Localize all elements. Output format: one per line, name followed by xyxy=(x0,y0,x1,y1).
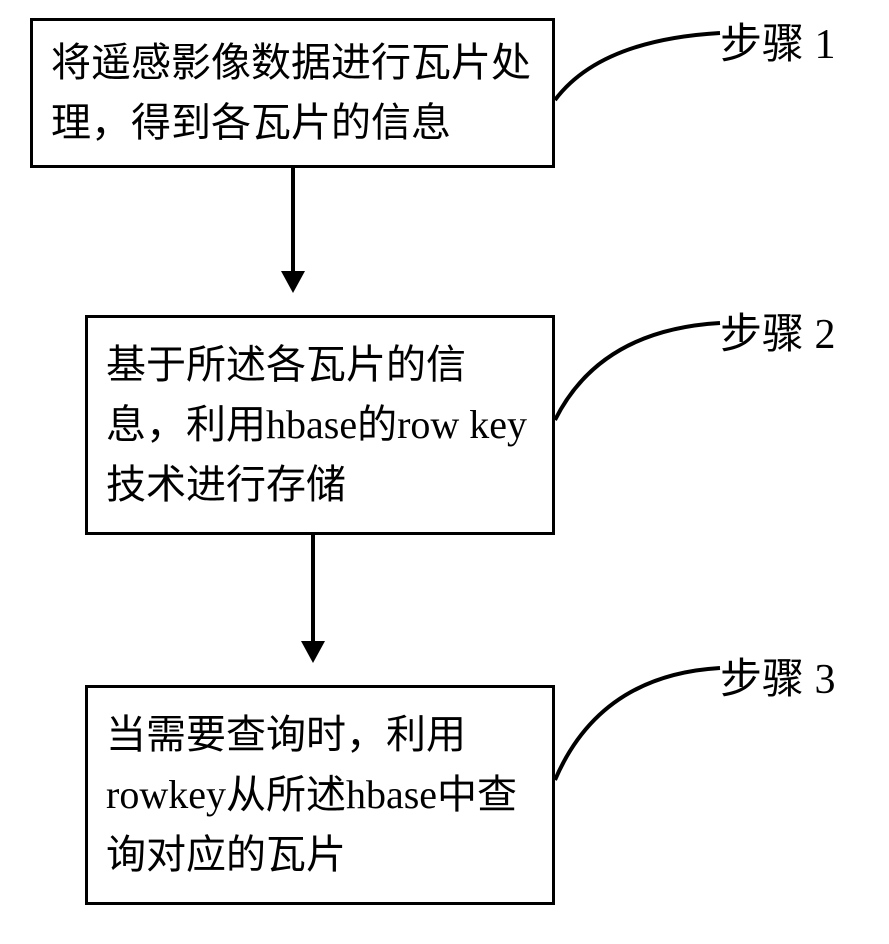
step-2-text: 基于所述各瓦片的信息，利用hbase的row key技术进行存储 xyxy=(106,335,534,515)
arrow-1-line xyxy=(291,168,295,271)
connector-path-1 xyxy=(555,33,720,100)
step-2-label: 步骤 2 xyxy=(720,300,836,361)
step-3-text: 当需要查询时，利用rowkey从所述hbase中查询对应的瓦片 xyxy=(106,705,534,885)
flowchart-step-1: 将遥感影像数据进行瓦片处理，得到各瓦片的信息 xyxy=(30,18,555,168)
arrow-1-head xyxy=(281,271,305,293)
arrow-2-line xyxy=(311,535,315,641)
flowchart-step-2: 基于所述各瓦片的信息，利用hbase的row key技术进行存储 xyxy=(85,315,555,535)
step-1-text: 将遥感影像数据进行瓦片处理，得到各瓦片的信息 xyxy=(51,33,534,153)
arrow-2-head xyxy=(301,641,325,663)
flowchart-step-3: 当需要查询时，利用rowkey从所述hbase中查询对应的瓦片 xyxy=(85,685,555,905)
connector-path-2 xyxy=(555,323,720,420)
step-3-label: 步骤 3 xyxy=(720,645,836,706)
step-1-label: 步骤 1 xyxy=(720,10,836,71)
connector-path-3 xyxy=(555,668,720,780)
